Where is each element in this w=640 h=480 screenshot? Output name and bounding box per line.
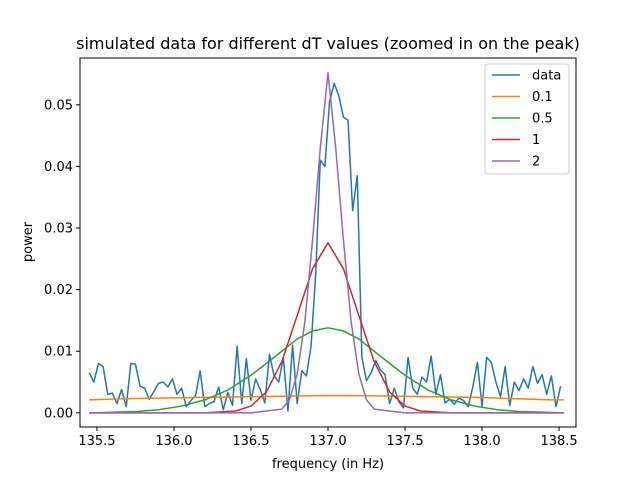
x-axis-ticks: 135.5 136.0 136.5 137.0 137.5 138.0 138.5: [78, 427, 578, 449]
series-line-2: [89, 327, 564, 414]
legend-label: 2: [532, 155, 540, 170]
y-tick-label: 0.01: [44, 345, 73, 360]
series-line-1: [89, 394, 564, 401]
y-tick-label: 0.02: [44, 283, 73, 298]
x-tick-label: 138.0: [463, 434, 500, 449]
legend: data 0.1 0.5 1 2: [484, 63, 570, 175]
y-axis-label: power: [21, 221, 36, 262]
plot-lines: [88, 72, 564, 414]
x-tick-label: 138.5: [540, 434, 577, 449]
x-tick-label: 137.5: [386, 434, 423, 449]
chart-title: simulated data for different dT values (…: [76, 34, 580, 53]
legend-label: 0.5: [532, 112, 553, 127]
series-line-4: [89, 72, 564, 414]
legend-label: data: [532, 69, 561, 84]
y-axis-ticks: 0.00 0.01 0.02 0.03 0.04 0.05: [44, 98, 80, 421]
legend-label: 1: [532, 133, 540, 148]
x-tick-label: 136.0: [155, 434, 192, 449]
y-tick-label: 0.00: [44, 406, 73, 421]
plot-frame: [79, 57, 577, 428]
series-line-3: [89, 242, 564, 414]
y-tick-label: 0.03: [44, 222, 73, 237]
x-tick-label: 135.5: [78, 434, 115, 449]
x-axis-label: frequency (in Hz): [272, 457, 384, 472]
x-tick-label: 137.0: [309, 434, 346, 449]
y-tick-label: 0.05: [44, 98, 73, 113]
legend-label: 0.1: [532, 90, 553, 105]
x-tick-label: 136.5: [232, 434, 269, 449]
legend-frame: [484, 63, 570, 175]
y-tick-label: 0.04: [44, 160, 73, 175]
